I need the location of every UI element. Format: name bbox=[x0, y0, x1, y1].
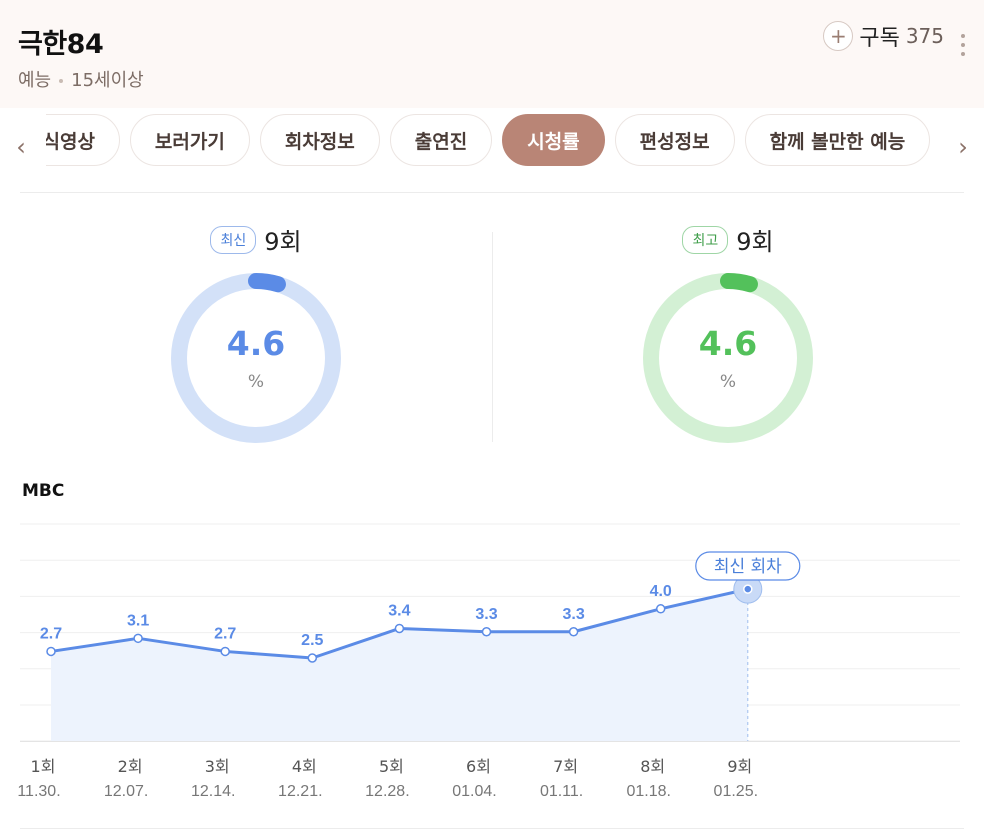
latest-gauge bbox=[171, 273, 341, 443]
tab-bar: ‹ 공식영상 보러가기 회차정보 출연진 시청률 편성정보 함께 볼만한 예능 … bbox=[0, 108, 984, 192]
x-tick-label: 4회 bbox=[292, 757, 317, 776]
divider bbox=[20, 192, 964, 193]
subscribe-label[interactable]: 구독 bbox=[859, 26, 900, 51]
genre-label: 예능 bbox=[18, 70, 52, 91]
latest-episode: 9회 bbox=[264, 228, 302, 256]
x-tick-date: 01.04. bbox=[452, 783, 496, 800]
x-tick-date: 01.18. bbox=[626, 783, 670, 800]
x-tick-label: 6회 bbox=[466, 757, 491, 776]
plus-icon[interactable]: + bbox=[823, 21, 854, 51]
data-label: 3.1 bbox=[127, 612, 149, 629]
best-badge: 최고 bbox=[682, 225, 729, 254]
tab-viewport: 공식영상 보러가기 회차정보 출연진 시청률 편성정보 함께 볼만한 예능 bbox=[46, 114, 930, 176]
latest-badge: 최신 bbox=[210, 225, 257, 254]
separator-dot bbox=[59, 79, 64, 83]
tab-track: 공식영상 보러가기 회차정보 출연진 시청률 편성정보 함께 볼만한 예능 bbox=[46, 114, 930, 166]
data-point bbox=[133, 633, 143, 644]
x-tick-label: 2회 bbox=[118, 757, 143, 776]
tab-watch[interactable]: 보러가기 bbox=[129, 114, 250, 166]
tab-cast[interactable]: 출연진 bbox=[389, 114, 493, 166]
subscribe-control[interactable]: + 구독 375 bbox=[823, 20, 944, 52]
data-point bbox=[394, 623, 405, 634]
latest-gauge-fill bbox=[248, 273, 286, 293]
ratings-line-chart: 2.73.12.72.53.43.33.34.04.6최신 회차1회11.30.… bbox=[17, 523, 960, 800]
subscribe-count: 375 bbox=[905, 24, 944, 48]
x-tick-date: 11.30. bbox=[17, 783, 60, 800]
data-label: 2.7 bbox=[40, 625, 62, 642]
data-label: 3.3 bbox=[562, 606, 584, 623]
more-options-icon[interactable] bbox=[960, 34, 966, 56]
data-label: 4.0 bbox=[650, 583, 672, 600]
best-rating-card: 최고 9회 4.6 % bbox=[578, 216, 878, 452]
x-tick-date: 12.21. bbox=[278, 783, 322, 800]
data-point bbox=[568, 627, 579, 637]
x-tick-date: 01.11. bbox=[540, 783, 583, 800]
latest-episode-pill bbox=[695, 551, 801, 581]
latest-rating-card: 최신 9회 4.6 % bbox=[106, 216, 406, 452]
data-point bbox=[655, 604, 666, 614]
x-tick-date: 01.25. bbox=[714, 783, 758, 800]
latest-rating-value: 4.6 bbox=[226, 324, 286, 363]
best-rating-value: 4.6 bbox=[698, 324, 758, 363]
x-tick-label: 8회 bbox=[640, 757, 665, 776]
latest-rating-unit: % bbox=[247, 372, 265, 392]
data-label: 3.3 bbox=[475, 606, 497, 623]
program-header: 극한84 예능 15세이상 + 구독 375 bbox=[0, 0, 984, 108]
x-tick-label: 9회 bbox=[727, 757, 752, 776]
latest-episode-pill-label: 최신 회차 bbox=[714, 557, 782, 577]
x-tick-date: 12.28. bbox=[365, 783, 409, 800]
chart-title: MBC bbox=[22, 481, 65, 501]
stat-divider bbox=[492, 232, 493, 442]
tab-official-video[interactable]: 공식영상 bbox=[46, 114, 120, 166]
best-rating-header: 최고 9회 bbox=[578, 222, 878, 257]
x-tick-label: 7회 bbox=[553, 757, 578, 776]
x-tick-date: 12.14. bbox=[191, 783, 235, 800]
data-label: 2.5 bbox=[301, 632, 323, 649]
data-point bbox=[743, 584, 753, 594]
tab-related-shows[interactable]: 함께 볼만한 예능 bbox=[744, 114, 930, 166]
series-area bbox=[51, 589, 748, 741]
x-tick-label: 5회 bbox=[379, 757, 404, 776]
data-point bbox=[220, 646, 230, 657]
latest-rating-header: 최신 9회 bbox=[106, 222, 406, 257]
x-tick-date: 12.07. bbox=[104, 783, 148, 800]
x-tick-label: 1회 bbox=[31, 757, 56, 776]
tab-schedule[interactable]: 편성정보 bbox=[614, 114, 735, 166]
x-tick-label: 3회 bbox=[205, 757, 230, 776]
age-rating: 15세이상 bbox=[71, 70, 144, 91]
program-meta: 예능 15세이상 bbox=[18, 66, 144, 92]
data-point bbox=[307, 653, 318, 663]
best-rating-unit: % bbox=[719, 372, 737, 392]
data-label: 2.7 bbox=[214, 625, 236, 642]
chevron-left-icon[interactable]: ‹ bbox=[16, 133, 26, 161]
best-episode: 9회 bbox=[736, 228, 774, 256]
data-point bbox=[481, 627, 492, 637]
program-title: 극한84 bbox=[18, 29, 104, 60]
data-label: 3.4 bbox=[388, 602, 410, 619]
tab-ratings[interactable]: 시청률 bbox=[502, 114, 605, 166]
data-point bbox=[46, 646, 56, 657]
best-gauge bbox=[643, 273, 813, 443]
tab-episode-info[interactable]: 회차정보 bbox=[259, 114, 380, 166]
chevron-right-icon[interactable]: › bbox=[958, 133, 968, 161]
best-gauge-fill bbox=[720, 273, 758, 293]
divider bbox=[20, 828, 964, 829]
